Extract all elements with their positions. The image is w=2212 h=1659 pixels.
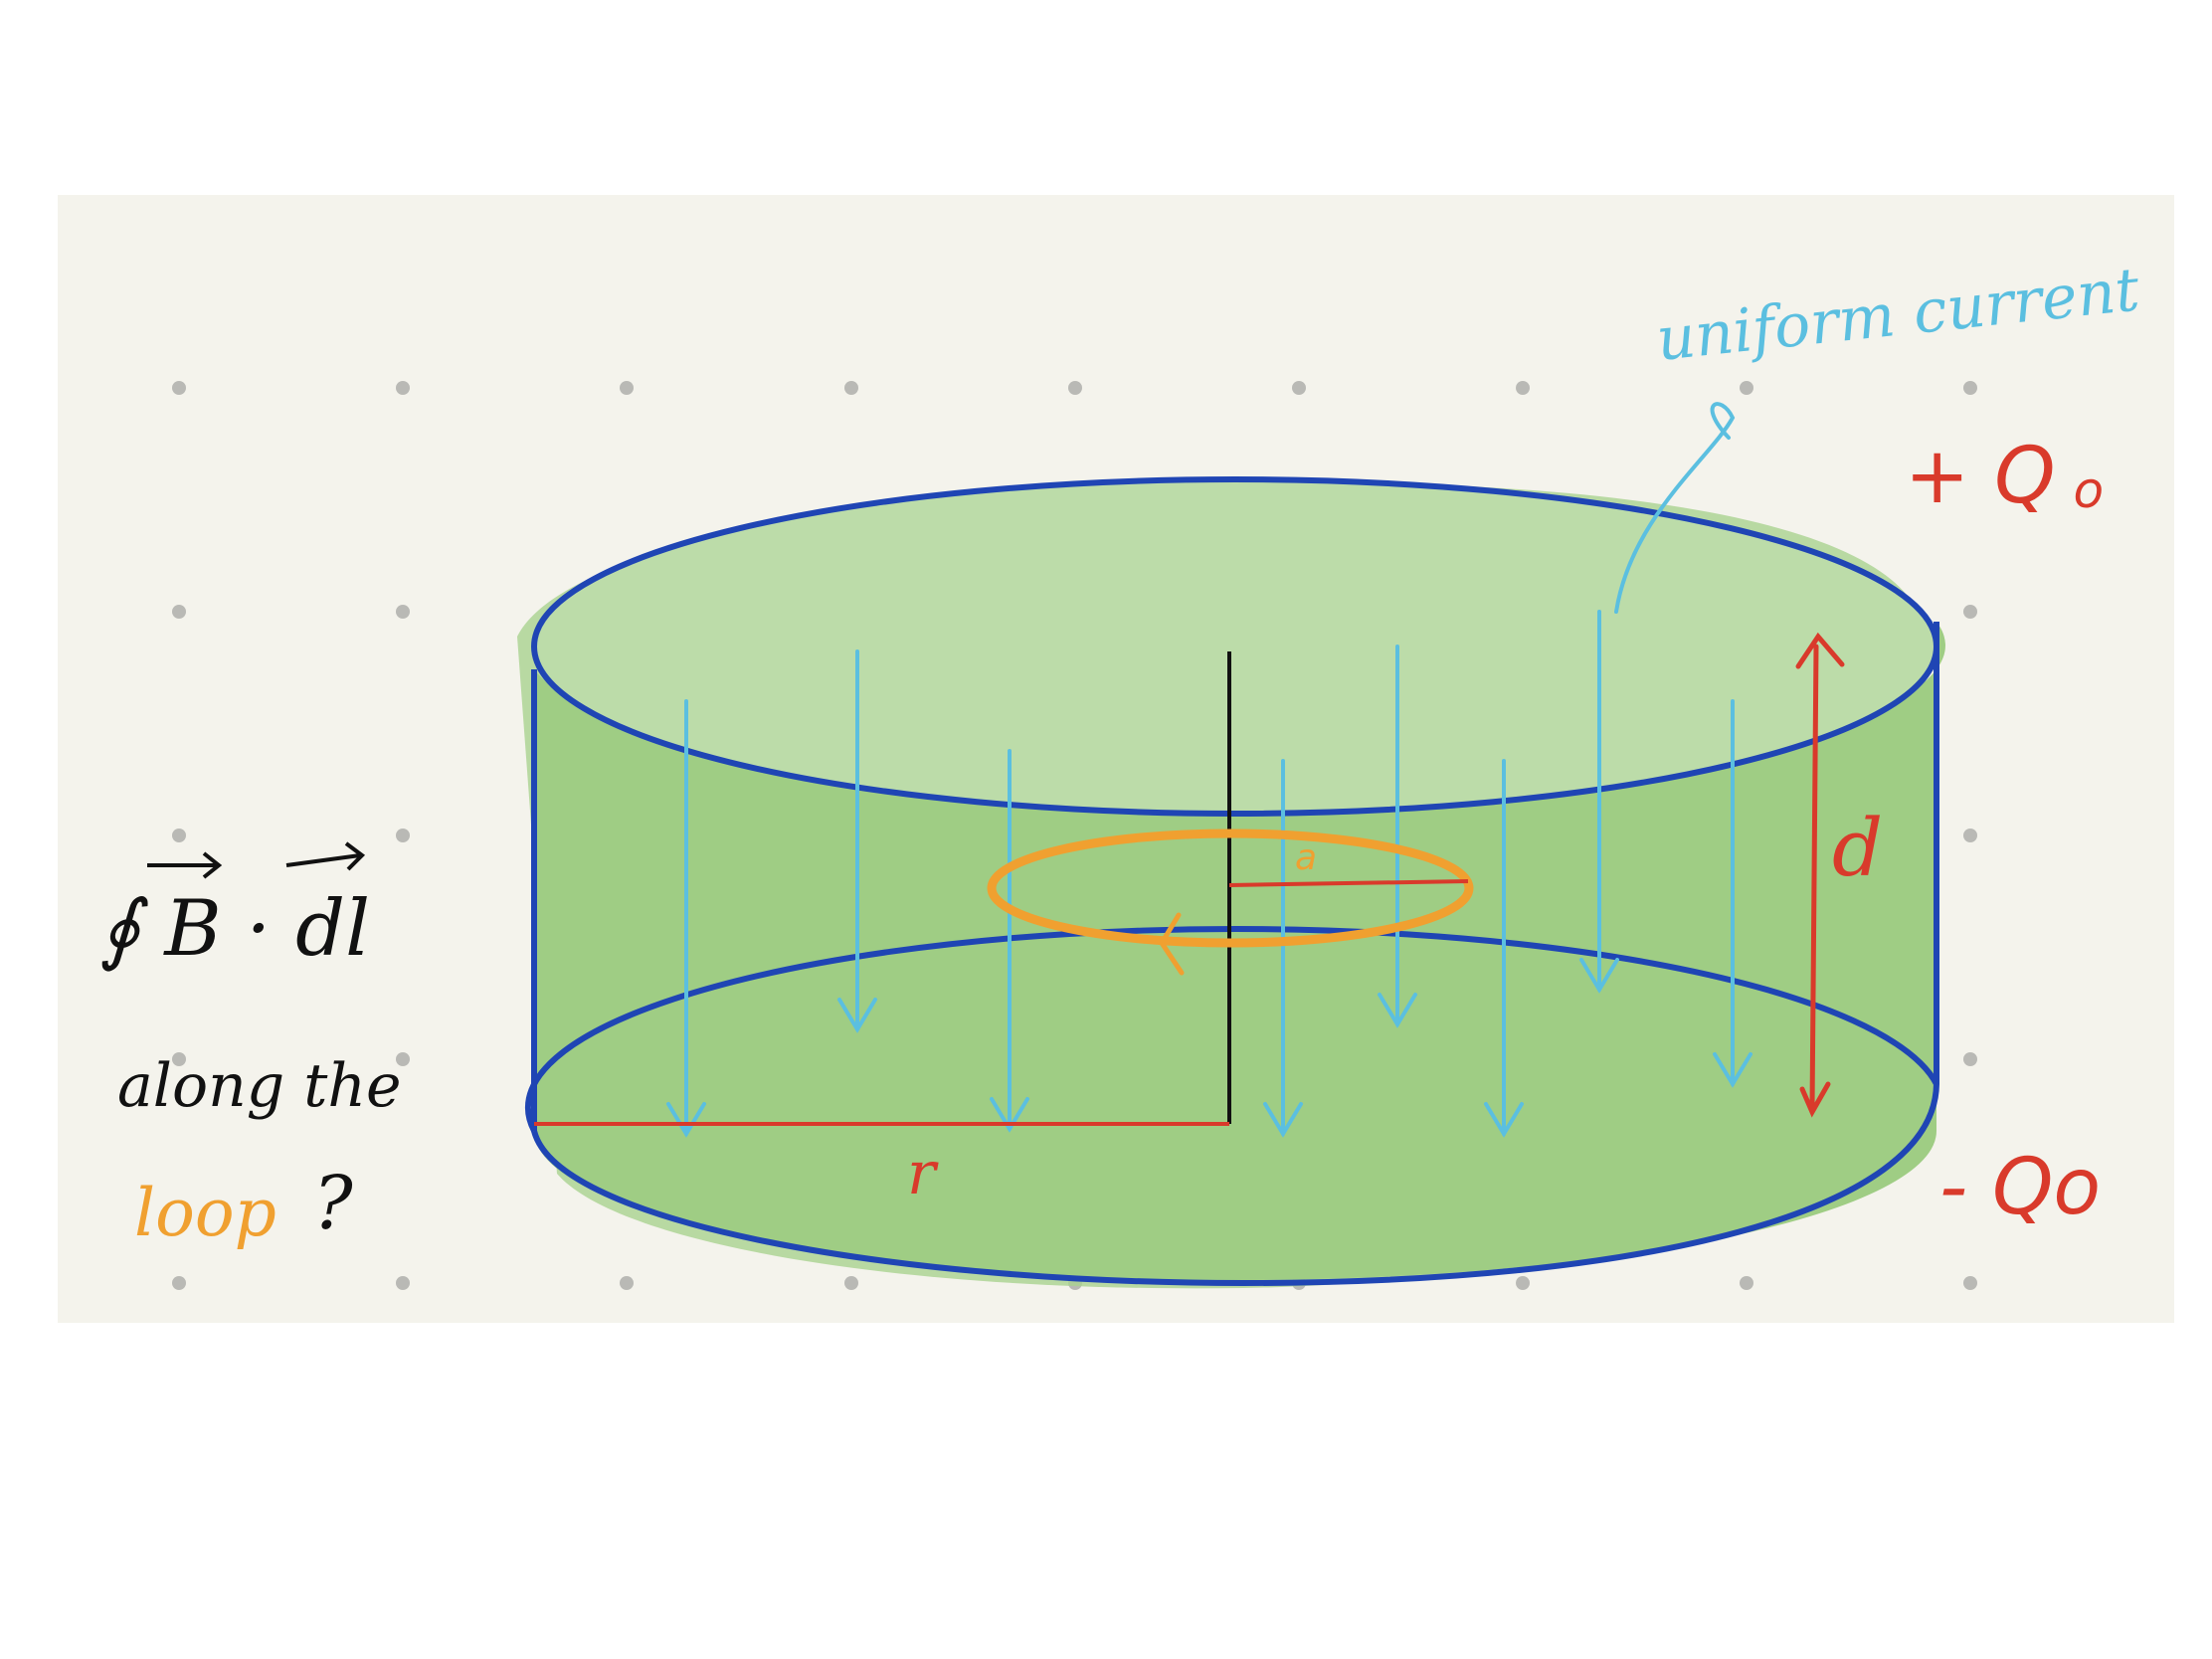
- grid-dot: [1963, 829, 1977, 842]
- grid-dot: [396, 1276, 410, 1290]
- question-along: along the: [117, 1051, 401, 1121]
- grid-dot: [1292, 381, 1306, 395]
- grid-dot: [172, 381, 186, 395]
- arrow-down-icon: [1378, 993, 1417, 1028]
- vector-arrow-b: [147, 851, 223, 879]
- arrow-down-icon: [1713, 1052, 1752, 1088]
- separation-label: d: [1832, 802, 1883, 894]
- grid-dot: [620, 381, 634, 395]
- grid-dot: [1963, 1276, 1977, 1290]
- grid-dot: [172, 1276, 186, 1290]
- plus-charge-label: + Q o: [1905, 432, 2104, 521]
- grid-dot: [1516, 1276, 1530, 1290]
- vector-arrow-l: [285, 841, 366, 871]
- arrow-down-icon: [1579, 958, 1619, 994]
- grid-dot: [396, 1052, 410, 1066]
- grid-dot: [396, 829, 410, 842]
- grid-dot: [172, 605, 186, 619]
- separation-arrow: [1795, 632, 1845, 1118]
- counterclockwise-arrow-icon: [1159, 912, 1185, 976]
- top-plate: [531, 476, 1939, 817]
- minus-charge-label: - Qo: [1939, 1143, 2101, 1232]
- plate-radius-label: r: [907, 1139, 939, 1208]
- arrow-down-icon: [837, 998, 877, 1033]
- bottom-plate-back-edge: [524, 925, 1939, 1133]
- arrow-down-icon: [990, 1097, 1029, 1133]
- grid-dot: [1963, 605, 1977, 619]
- arrowhead-up: [1795, 632, 1845, 669]
- grid-dot: [1740, 1276, 1753, 1290]
- question-mark: ?: [313, 1161, 354, 1246]
- grid-dot: [172, 829, 186, 842]
- grid-dot: [844, 1276, 858, 1290]
- grid-dot: [172, 1052, 186, 1066]
- grid-dot: [620, 1276, 634, 1290]
- grid-dot: [1516, 381, 1530, 395]
- grid-dot: [396, 381, 410, 395]
- arrow-down-icon: [1263, 1102, 1303, 1138]
- plus-charge-subscript: o: [2074, 461, 2105, 519]
- grid-dot: [1068, 381, 1082, 395]
- grid-dot: [1963, 381, 1977, 395]
- question-block: ∮ B · dl along the loop ?: [99, 841, 401, 1251]
- current-note-leader: [1614, 402, 1736, 614]
- grid-dot: [396, 605, 410, 619]
- grid-dot: [1963, 1052, 1977, 1066]
- question-integral: ∮ B · dl: [99, 884, 370, 974]
- arrowhead-down: [1799, 1081, 1831, 1118]
- current-arrows: [666, 610, 1752, 1138]
- grid-dot: [844, 381, 858, 395]
- question-loop: loop: [134, 1175, 276, 1251]
- loop-radius-label: a: [1295, 837, 1317, 878]
- plus-charge-text: + Q: [1905, 432, 2056, 521]
- bottom-plate-front-edge: [531, 1083, 1939, 1287]
- arrow-down-icon: [1484, 1102, 1524, 1138]
- double-arrow-icon: [1809, 644, 1819, 1112]
- amperian-loop: [987, 829, 1474, 948]
- grid-dot: [1740, 381, 1753, 395]
- loop-radius-line: [1228, 879, 1469, 887]
- arrow-down-icon: [666, 1102, 706, 1138]
